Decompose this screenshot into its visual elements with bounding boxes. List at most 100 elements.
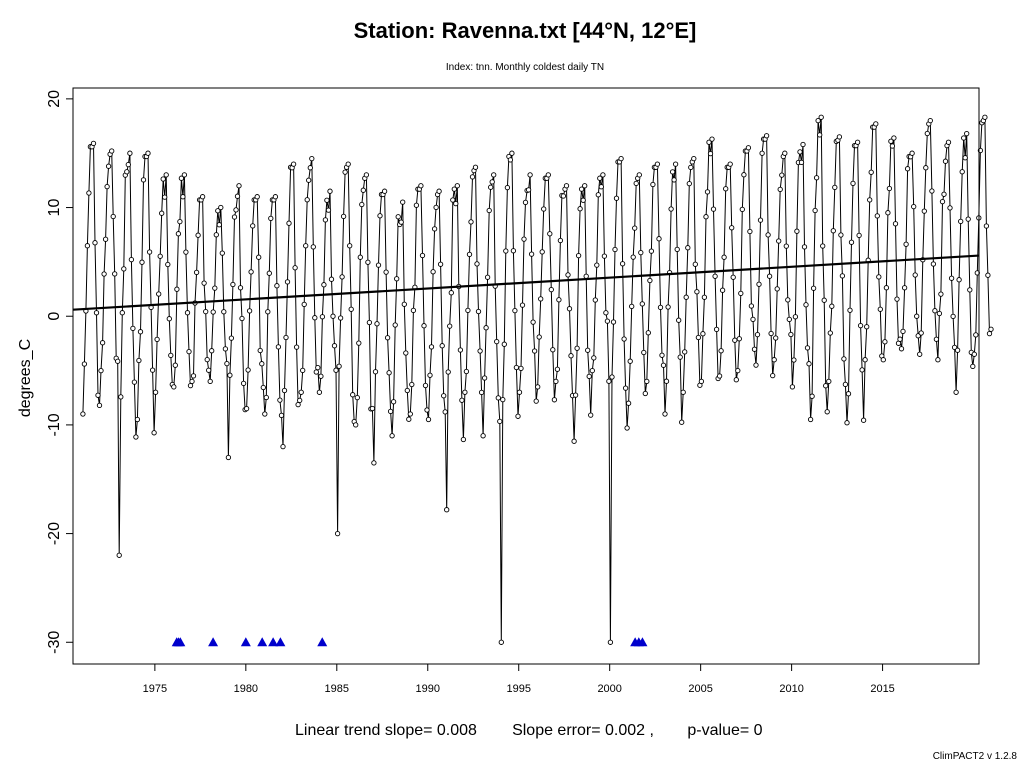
data-point (967, 287, 973, 293)
data-point (710, 206, 717, 212)
data-point (159, 210, 165, 216)
data-point (218, 204, 224, 211)
data-point (283, 334, 289, 341)
data-point (563, 183, 570, 189)
data-point (751, 346, 758, 352)
data-point (209, 348, 215, 354)
data-point (162, 194, 168, 200)
data-point (983, 223, 990, 229)
data-point (701, 294, 708, 300)
data-point (973, 332, 979, 338)
data-point (719, 287, 726, 293)
data-point (883, 285, 890, 291)
data-point (619, 261, 626, 267)
data-point (286, 220, 292, 226)
data-point (592, 297, 598, 303)
data-point (486, 207, 492, 214)
data-point (206, 367, 212, 373)
data-point (676, 317, 682, 323)
data-point (629, 303, 635, 310)
data-point (654, 161, 661, 167)
data-point (297, 397, 303, 404)
data-point (683, 294, 689, 300)
data-point (768, 330, 774, 337)
data-point (316, 389, 323, 395)
data-point (468, 219, 474, 225)
data-point (347, 243, 353, 249)
data-point (842, 381, 849, 388)
data-point (259, 361, 265, 367)
data-point (961, 135, 967, 141)
data-point (625, 400, 632, 406)
data-point (936, 310, 943, 317)
data-point (622, 385, 629, 391)
data-point (290, 161, 297, 167)
data-point (818, 114, 824, 120)
data-point (110, 213, 116, 220)
data-point (867, 197, 873, 203)
data-point (130, 325, 136, 332)
x-tick-label: 2015 (870, 683, 894, 695)
x-tick-label: 2005 (688, 683, 712, 695)
data-point (231, 214, 238, 220)
data-point (165, 261, 171, 268)
data-point (181, 172, 188, 178)
data-point (274, 283, 280, 289)
data-point (183, 249, 189, 255)
data-point (594, 262, 600, 268)
data-point (730, 274, 736, 280)
data-point (912, 272, 918, 278)
data-point (228, 335, 235, 341)
data-point (266, 270, 272, 276)
data-point (703, 214, 709, 220)
data-point (585, 347, 591, 353)
data-point (400, 199, 406, 205)
data-point (442, 409, 448, 415)
data-point (677, 354, 683, 360)
data-point (480, 433, 486, 439)
data-point (98, 367, 104, 374)
data-point (178, 175, 185, 181)
data-point (829, 303, 835, 309)
data-point (445, 369, 451, 375)
data-point (453, 200, 459, 207)
data-point (560, 193, 567, 199)
data-point (548, 286, 554, 293)
data-point (392, 322, 398, 328)
data-point (163, 172, 169, 178)
data-point (372, 369, 379, 375)
data-point (93, 310, 100, 316)
data-point (104, 183, 110, 190)
data-point (203, 308, 209, 315)
data-point (636, 172, 642, 178)
data-point (918, 330, 924, 336)
data-point (577, 206, 583, 212)
data-point (356, 340, 362, 346)
data-point (322, 217, 329, 223)
p-value-text: p-value= 0 (687, 722, 762, 739)
data-point (105, 163, 112, 169)
data-point (342, 169, 348, 175)
data-point (801, 244, 808, 250)
data-point (930, 261, 937, 267)
data-point (127, 150, 133, 156)
data-point (334, 530, 341, 537)
data-point (345, 161, 351, 167)
data-point (809, 393, 815, 399)
data-point (300, 367, 306, 374)
data-point (243, 405, 250, 412)
data-point (765, 232, 771, 238)
data-point (350, 392, 356, 398)
data-point (513, 364, 520, 371)
data-point (607, 639, 614, 645)
data-point (225, 454, 232, 461)
data-point (694, 289, 700, 295)
data-point (330, 313, 336, 319)
data-point (366, 319, 373, 326)
data-point (700, 331, 706, 337)
data-point (124, 169, 130, 175)
data-point (230, 281, 236, 288)
data-point (578, 186, 585, 192)
data-point (589, 367, 595, 374)
data-point (873, 121, 879, 127)
